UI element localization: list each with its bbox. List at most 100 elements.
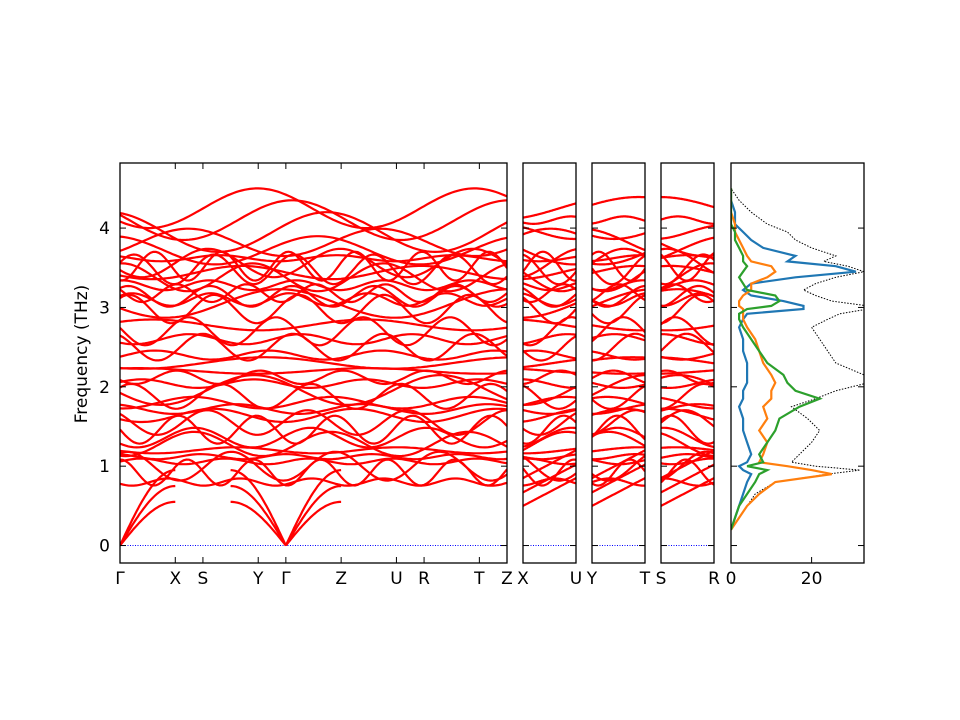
band-line [592,385,645,410]
band-line [523,287,576,308]
band-line [592,403,645,415]
band-line [661,324,714,332]
band-line [120,235,507,266]
band-line [523,477,576,507]
band-line [592,288,645,308]
band-line [592,215,645,225]
panel-frame [522,162,577,564]
high-symmetry-label: S [656,569,667,589]
band-line [120,369,507,386]
band-line [120,452,507,461]
band-line [523,408,576,415]
band-line [523,358,576,369]
high-symmetry-label: U [570,569,582,589]
acoustic-band-line [285,500,342,547]
band-line [661,446,714,452]
band-line [661,242,714,258]
band-line [661,253,714,286]
band-line [592,251,645,266]
acoustic-band-line [230,469,287,546]
band-lines [523,202,576,547]
high-symmetry-label: S [198,569,209,589]
band-line [523,449,576,480]
dos-panel: 0 20 [726,162,865,589]
band-line [120,250,507,282]
acoustic-band-line [284,469,342,546]
band-line [120,409,507,437]
band-line [661,352,714,361]
band-line [120,349,507,361]
band-line [120,187,507,230]
band-line [592,414,645,441]
high-symmetry-label: X [169,569,181,589]
band-line [661,477,714,487]
band-line [592,350,645,361]
panel-frame [119,162,508,564]
high-symmetry-label: Γ [115,569,125,589]
band-line [592,283,645,302]
band-line [523,335,576,362]
band-line [523,202,576,219]
band-line [661,450,714,481]
band-line [120,332,507,362]
y-tick-label: 0 [99,537,110,557]
band-line [523,248,576,266]
band-line [120,318,507,332]
acoustic-band-line [230,484,287,547]
band-line [523,395,576,407]
band-line [120,211,507,254]
band-line [592,446,645,453]
band-line [592,407,645,416]
high-symmetry-label: Z [335,569,347,589]
band-line [661,426,714,449]
band-line [592,395,645,406]
band-line [523,215,576,225]
band-line [661,292,714,307]
y-tick-label: 4 [99,219,110,239]
band-line [523,349,576,360]
band-line [661,409,714,428]
band-line [523,414,576,445]
band-line [523,333,576,345]
band-line [120,446,507,455]
band-line [592,264,645,275]
band-line [592,232,645,241]
band-line [592,371,645,375]
band-lines [592,195,645,547]
band-line [523,250,576,282]
dos-total-line [731,188,864,530]
band-line [523,367,576,374]
band-line [592,332,645,362]
band-line [120,395,507,410]
band-line [120,378,507,389]
acoustic-band-line [230,500,287,547]
panel-frame [591,162,646,564]
dos-partial-line [731,188,833,531]
high-symmetry-label: X [517,569,529,589]
band-line [523,384,576,410]
high-symmetry-label: T [473,569,485,589]
band-line [120,356,507,370]
band-line [523,458,576,487]
band-line [523,412,576,436]
high-symmetry-label: Y [586,569,598,589]
high-symmetry-label: T [639,569,651,589]
band-line [120,199,507,242]
band-line [523,267,576,281]
y-tick-label: 2 [99,378,110,398]
high-symmetry-label: Γ [281,569,291,589]
high-symmetry-label: Z [501,569,513,589]
band-line [661,252,714,282]
band-line [120,279,507,292]
dos-x-tick-label: 20 [801,569,823,589]
dos-frame [730,162,865,564]
band-line [661,293,714,325]
band-line [661,224,714,240]
band-line [661,457,714,466]
band-line [523,385,576,406]
band-line [523,408,576,423]
band-lines [120,187,507,547]
